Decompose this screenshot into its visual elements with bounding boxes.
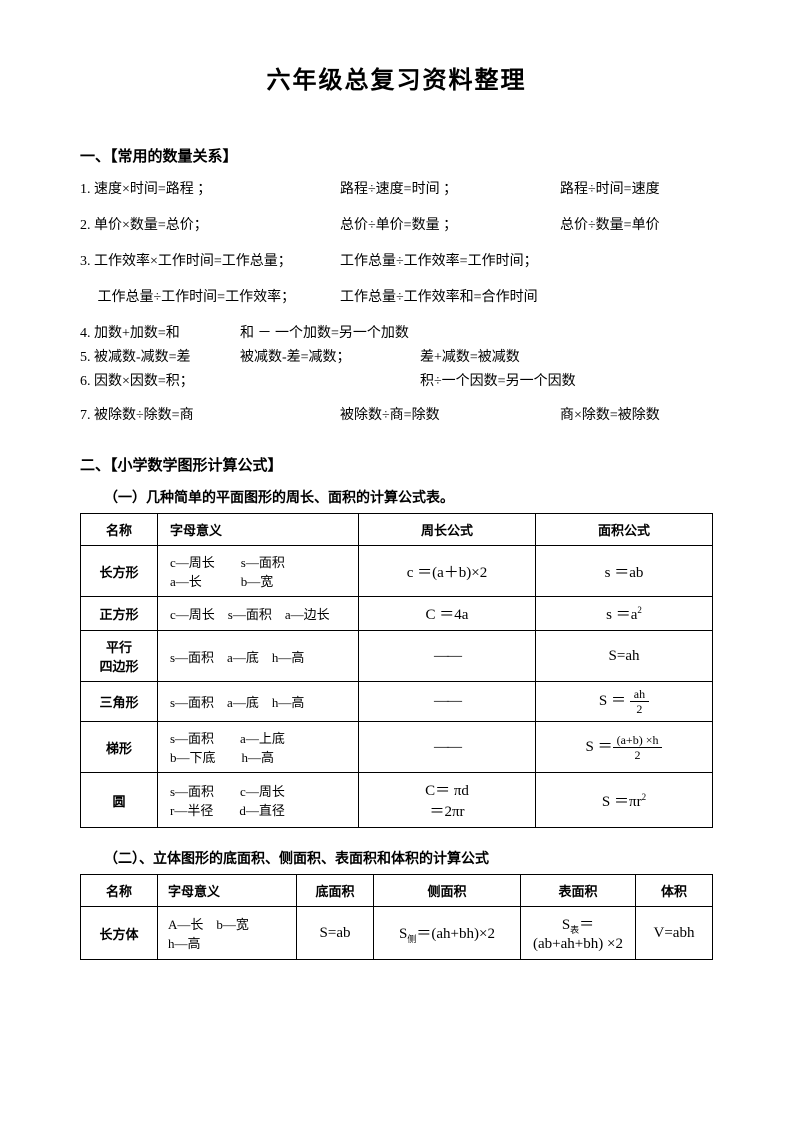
table-row: 平行四边形s—面积 a—底 h—高——S=ah (81, 631, 713, 682)
section2-header: 二、【小学数学图形计算公式】 (80, 454, 713, 475)
cell-name: 梯形 (81, 722, 158, 773)
cell-name: 圆 (81, 773, 158, 828)
cell-base: S=ab (297, 907, 374, 960)
cell: 路程÷速度=时间 ； (340, 178, 560, 198)
cell: 被除数÷商=除数 (340, 404, 560, 424)
table-header-row: 名称 字母意义 底面积 侧面积 表面积 体积 (81, 875, 713, 907)
cell-perimeter: C ＝4a (359, 597, 536, 631)
cell: 5. 被减数-减数=差 (80, 346, 240, 366)
cell: 4. 加数+加数=和 (80, 322, 240, 342)
cell-meaning: s—面积 c—周长r—半径 d—直径 (158, 773, 359, 828)
cell: 7. 被除数÷除数=商 (80, 404, 340, 424)
th-name: 名称 (81, 875, 158, 907)
cell-name: 正方形 (81, 597, 158, 631)
cell-meaning: s—面积 a—底 h—高 (158, 631, 359, 682)
th-volume: 体积 (636, 875, 713, 907)
cell-name: 平行四边形 (81, 631, 158, 682)
cell-area: S ＝ ah2 (536, 682, 713, 722)
cell: 1. 速度×时间=路程 ； (80, 178, 340, 198)
cell: 6. 因数×因数=积； (80, 370, 240, 390)
cell: 2. 单价×数量=总价； (80, 214, 340, 234)
th-side: 侧面积 (374, 875, 521, 907)
cell: 工作总量÷工作效率=工作时间； (340, 250, 713, 270)
cell-meaning: s—面积 a—底 h—高 (158, 682, 359, 722)
cell: 商×除数=被除数 (560, 404, 713, 424)
th-surface: 表面积 (521, 875, 636, 907)
cell-surface: S表＝(ab+ah+bh) ×2 (521, 907, 636, 960)
cell-side: S侧＝(ah+bh)×2 (374, 907, 521, 960)
cell-name: 三角形 (81, 682, 158, 722)
cell: 路程÷时间=速度 (560, 178, 713, 198)
cell-area: s ＝a2 (536, 597, 713, 631)
plane-shapes-table: 名称 字母意义 周长公式 面积公式 长方形c—周长 s—面积a—长 b—宽c ＝… (80, 513, 713, 828)
cell: 总价÷数量=单价 (560, 214, 713, 234)
cell: 被减数-差=减数； (240, 346, 420, 366)
cell-perimeter: —— (359, 682, 536, 722)
cell (420, 322, 713, 342)
relation-row-1: 1. 速度×时间=路程 ； 路程÷速度=时间 ； 路程÷时间=速度 (80, 178, 713, 198)
section2-sub1: （一）几种简单的平面图形的周长、面积的计算公式表。 (104, 487, 713, 507)
cell: 工作总量÷工作时间=工作效率； (80, 286, 340, 306)
section1-header: 一、【常用的数量关系】 (80, 145, 713, 166)
table-row: 正方形c—周长 s—面积 a—边长C ＝4as ＝a2 (81, 597, 713, 631)
cell: 工作总量÷工作效率和=合作时间 (340, 286, 713, 306)
th-meaning: 字母意义 (158, 514, 359, 546)
cell-perimeter: c ＝(a＋b)×2 (359, 546, 536, 597)
cell (240, 370, 420, 390)
page-title: 六年级总复习资料整理 (80, 60, 713, 95)
table-row: 圆s—面积 c—周长r—半径 d—直径C＝ πd＝2πrS ＝πr2 (81, 773, 713, 828)
cell-area: S ＝(a+b) ×h2 (536, 722, 713, 773)
cell-meaning: A—长 b—宽h—高 (158, 907, 297, 960)
cell-volume: V=abh (636, 907, 713, 960)
table-row: 三角形s—面积 a—底 h—高——S ＝ ah2 (81, 682, 713, 722)
table-row: 梯形s—面积 a—上底b—下底 h—高——S ＝(a+b) ×h2 (81, 722, 713, 773)
solid-shapes-table: 名称 字母意义 底面积 侧面积 表面积 体积 长方体A—长 b—宽h—高S=ab… (80, 874, 713, 960)
table-header-row: 名称 字母意义 周长公式 面积公式 (81, 514, 713, 546)
cell: 总价÷单价=数量 ； (340, 214, 560, 234)
cell: 3. 工作效率×工作时间=工作总量； (80, 250, 340, 270)
th-name: 名称 (81, 514, 158, 546)
th-base: 底面积 (297, 875, 374, 907)
cell-perimeter: —— (359, 631, 536, 682)
cell-meaning: c—周长 s—面积 a—边长 (158, 597, 359, 631)
relation-row-2: 2. 单价×数量=总价； 总价÷单价=数量 ； 总价÷数量=单价 (80, 214, 713, 234)
cell-name: 长方形 (81, 546, 158, 597)
cell-name: 长方体 (81, 907, 158, 960)
th-perimeter: 周长公式 (359, 514, 536, 546)
table-row: 长方形c—周长 s—面积a—长 b—宽c ＝(a＋b)×2s ＝ab (81, 546, 713, 597)
relation-row-3a: 3. 工作效率×工作时间=工作总量； 工作总量÷工作效率=工作时间； (80, 250, 713, 270)
relation-row-3b: 工作总量÷工作时间=工作效率； 工作总量÷工作效率和=合作时间 (80, 286, 713, 306)
section2-sub2: （二）、立体图形的底面积、侧面积、表面积和体积的计算公式 (104, 848, 713, 868)
cell-meaning: c—周长 s—面积a—长 b—宽 (158, 546, 359, 597)
th-meaning: 字母意义 (158, 875, 297, 907)
cell: 差+减数=被减数 (420, 346, 713, 366)
cell-perimeter: C＝ πd＝2πr (359, 773, 536, 828)
cell-meaning: s—面积 a—上底b—下底 h—高 (158, 722, 359, 773)
relation-row-7: 7. 被除数÷除数=商 被除数÷商=除数 商×除数=被除数 (80, 404, 713, 424)
cell-perimeter: —— (359, 722, 536, 773)
th-area: 面积公式 (536, 514, 713, 546)
cell-area: s ＝ab (536, 546, 713, 597)
cell: 和 － 一个加数=另一个加数 (240, 322, 420, 342)
cell-area: S ＝πr2 (536, 773, 713, 828)
table-row: 长方体A—长 b—宽h—高S=abS侧＝(ah+bh)×2S表＝(ab+ah+b… (81, 907, 713, 960)
cell: 积÷一个因数=另一个因数 (420, 370, 713, 390)
relation-group-456: 4. 加数+加数=和 和 － 一个加数=另一个加数 5. 被减数-减数=差 被减… (80, 322, 713, 390)
cell-area: S=ah (536, 631, 713, 682)
